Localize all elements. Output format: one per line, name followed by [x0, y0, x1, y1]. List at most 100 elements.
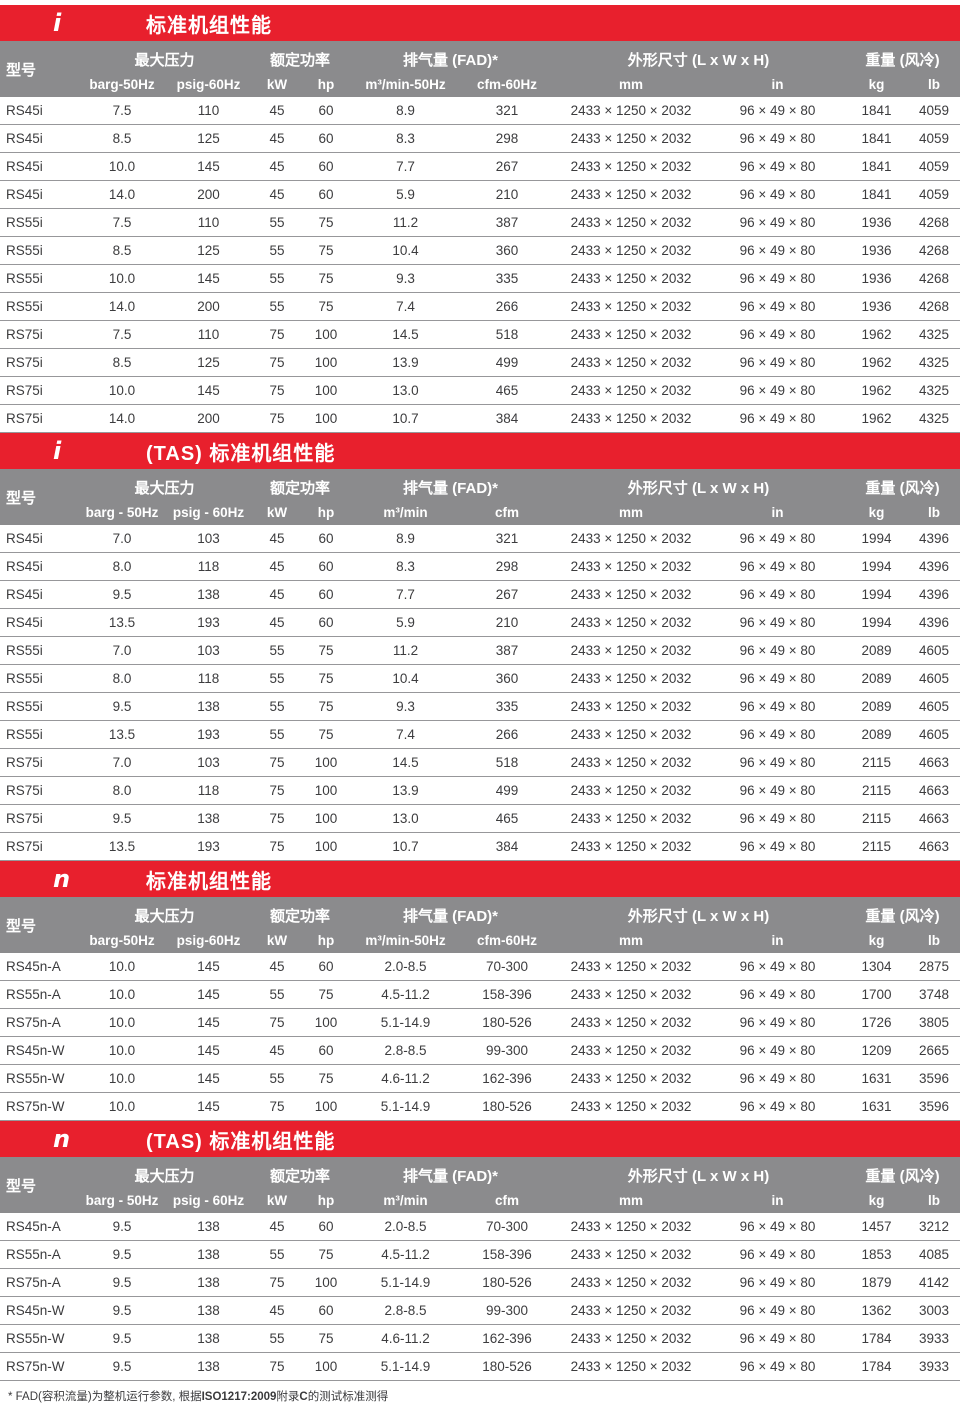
cell-psig: 138 [197, 587, 220, 602]
cell-weight_lb: 4059 [918, 103, 950, 118]
cell-dims_mm: 2433 × 1250 × 2032 [570, 383, 692, 398]
cell-dims_in: 96 × 49 × 80 [739, 727, 816, 742]
cell-model: RS75i [6, 839, 43, 854]
cell-dims_mm: 2433 × 1250 × 2032 [570, 271, 692, 286]
cell-dims_mm: 2433 × 1250 × 2032 [570, 615, 692, 630]
cell-dims_in: 96 × 49 × 80 [739, 699, 816, 714]
cell-weight_kg: 1304 [861, 959, 892, 974]
cell-flow_cfm: 384 [495, 411, 519, 426]
cell-dims_mm: 2433 × 1250 × 2032 [570, 783, 692, 798]
cell-flow_cfm: 267 [495, 159, 519, 174]
cell-weight_lb: 3596 [918, 1099, 950, 1114]
cell-flow_m3: 5.9 [396, 615, 415, 630]
cell-dims_mm: 2433 × 1250 × 2032 [570, 811, 692, 826]
cell-model: RS75i [6, 327, 43, 342]
footnote-text: 的测试标准测得 [307, 1391, 389, 1403]
cell-dims_mm: 2433 × 1250 × 2032 [570, 1015, 692, 1030]
cell-weight_lb: 4663 [918, 755, 950, 770]
cell-flow_m3: 10.7 [392, 839, 419, 854]
unit-dims_in: in [771, 504, 784, 520]
cell-hp: 75 [318, 1331, 334, 1346]
cell-barg: 10.0 [108, 271, 136, 286]
footnote-text: * FAD(容积流量)为整机运行参数, 根据 [8, 1391, 202, 1403]
cell-weight_lb: 4396 [918, 615, 950, 630]
section-banner: i (TAS) 标准机组性能 [0, 433, 960, 469]
cell-dims_in: 96 × 49 × 80 [739, 755, 816, 770]
unit-weight_lb: lb [928, 76, 940, 92]
column-group-pressure: 最大压力 [134, 908, 195, 925]
table-row: RS45i 8.0 118 45 60 8.3 298 2433 × 1250 × 2032 9… [0, 553, 960, 581]
cell-hp: 60 [318, 187, 334, 202]
cell-kw: 45 [269, 103, 285, 118]
cell-kw: 45 [269, 959, 285, 974]
unit-kw: kW [266, 932, 288, 948]
cell-model: RS75n-W [6, 1359, 65, 1374]
cell-dims_in: 96 × 49 × 80 [739, 103, 816, 118]
cell-weight_kg: 1936 [861, 243, 892, 258]
table-row: RS45i 8.5 125 45 60 8.3 298 2433 × 1250 × 2032 9… [0, 125, 960, 153]
cell-hp: 60 [318, 959, 334, 974]
cell-flow_cfm: 298 [495, 559, 519, 574]
cell-weight_kg: 2115 [861, 755, 892, 770]
cell-flow_cfm: 266 [495, 299, 519, 314]
cell-barg: 14.0 [108, 187, 136, 202]
cell-flow_cfm: 499 [495, 783, 519, 798]
cell-weight_lb: 4085 [918, 1247, 950, 1262]
cell-kw: 55 [269, 643, 285, 658]
cell-flow_m3: 4.5-11.2 [381, 987, 430, 1002]
cell-psig: 138 [197, 1219, 220, 1234]
cell-weight_kg: 1994 [861, 587, 892, 602]
cell-weight_kg: 1962 [861, 411, 892, 426]
cell-barg: 10.0 [108, 159, 136, 174]
unit-hp: hp [317, 1192, 335, 1208]
cell-dims_in: 96 × 49 × 80 [739, 1071, 816, 1086]
cell-dims_in: 96 × 49 × 80 [739, 131, 816, 146]
table-row: RS45n-W 10.0 145 45 60 2.8-8.5 99-300 2433 × 12… [0, 1037, 960, 1065]
cell-barg: 13.5 [108, 839, 136, 854]
cell-dims_mm: 2433 × 1250 × 2032 [570, 1247, 692, 1262]
cell-weight_lb: 3748 [918, 987, 950, 1002]
column-group-fad: 排气量 (FAD)* [403, 52, 498, 69]
section-n-standard: n 标准机组性能 型号 最大压力 额定功率 排气量 (FAD)* 外形尺寸 (L x … [0, 861, 960, 1121]
cell-model: RS55n-W [6, 1071, 65, 1086]
cell-weight_kg: 1631 [861, 1099, 892, 1114]
cell-dims_mm: 2433 × 1250 × 2032 [570, 103, 692, 118]
cell-kw: 45 [269, 587, 285, 602]
cell-dims_in: 96 × 49 × 80 [739, 1043, 816, 1058]
cell-weight_lb: 3933 [918, 1359, 950, 1374]
cell-psig: 145 [197, 1099, 220, 1114]
cell-dims_in: 96 × 49 × 80 [739, 243, 816, 258]
cell-weight_lb: 4268 [918, 299, 950, 314]
column-group-pressure: 最大压力 [134, 1168, 195, 1185]
table-row: RS45i 10.0 145 45 60 7.7 267 2433 × 1250 × 2032… [0, 153, 960, 181]
cell-psig: 125 [197, 243, 220, 258]
cell-psig: 193 [197, 839, 220, 854]
cell-weight_kg: 1936 [861, 215, 892, 230]
table-row: RS45i 7.5 110 45 60 8.9 321 2433 × 1250 × 2032 9… [0, 97, 960, 125]
unit-dims_in: in [771, 1192, 784, 1208]
cell-flow_m3: 7.4 [396, 727, 415, 742]
cell-flow_cfm: 267 [495, 587, 519, 602]
cell-weight_lb: 4663 [918, 811, 950, 826]
cell-weight_lb: 4268 [918, 243, 950, 258]
series-letter-icon: i [53, 9, 62, 37]
cell-flow_m3: 7.7 [396, 159, 415, 174]
table-row: RS45i 13.5 193 45 60 5.9 210 2433 × 1250 × 2032… [0, 609, 960, 637]
cell-barg: 13.5 [108, 727, 136, 742]
cell-model: RS45i [6, 187, 43, 202]
column-header-model: 型号 [6, 1177, 37, 1195]
cell-weight_lb: 4605 [918, 699, 950, 714]
table-header: 型号 最大压力 额定功率 排气量 (FAD)* 外形尺寸 (L x W x H) 重量 … [0, 897, 960, 953]
column-group-fad: 排气量 (FAD)* [403, 480, 498, 497]
cell-psig: 145 [197, 383, 220, 398]
cell-dims_in: 96 × 49 × 80 [739, 559, 816, 574]
table-header: 型号 最大压力 额定功率 排气量 (FAD)* 外形尺寸 (L x W x H) 重量 … [0, 469, 960, 525]
cell-hp: 75 [318, 271, 334, 286]
cell-weight_lb: 4396 [918, 531, 950, 546]
cell-flow_m3: 14.5 [392, 327, 419, 342]
cell-weight_lb: 4059 [918, 159, 950, 174]
cell-flow_cfm: 158-396 [482, 987, 532, 1002]
cell-kw: 45 [269, 1219, 285, 1234]
cell-weight_lb: 4059 [918, 131, 950, 146]
cell-dims_in: 96 × 49 × 80 [739, 959, 816, 974]
